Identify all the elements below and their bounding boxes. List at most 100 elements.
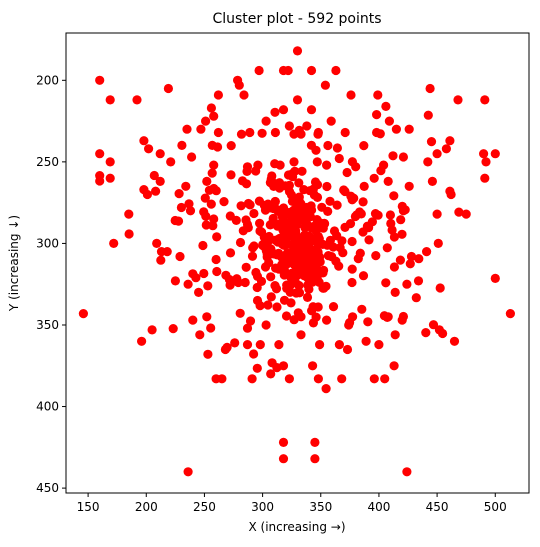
data-point [233, 277, 243, 288]
data-point [287, 196, 297, 206]
data-point [152, 238, 162, 248]
data-point [195, 330, 205, 340]
data-point [359, 141, 369, 151]
data-point [236, 129, 247, 139]
data-point [312, 223, 322, 234]
data-point [201, 116, 211, 126]
data-point [291, 260, 301, 270]
data-point [209, 160, 219, 170]
data-point [274, 248, 284, 258]
data-point [242, 166, 252, 176]
data-point [332, 143, 342, 153]
data-point [348, 312, 358, 322]
data-point [372, 110, 382, 120]
data-point [432, 149, 442, 159]
x-tick-label: 250 [193, 500, 216, 514]
data-point [275, 233, 285, 243]
data-point [177, 140, 187, 150]
data-point [282, 280, 292, 290]
data-point [142, 189, 152, 200]
data-point [340, 127, 350, 138]
data-point [217, 374, 227, 384]
data-point [163, 83, 173, 94]
data-point [225, 280, 235, 290]
data-point [358, 197, 368, 207]
data-point [271, 263, 281, 273]
data-point [182, 124, 192, 134]
data-point [326, 116, 336, 126]
data-point [206, 199, 216, 209]
data-point [247, 374, 257, 384]
data-point [421, 328, 431, 338]
data-point [249, 208, 259, 219]
data-point [398, 152, 408, 162]
data-point [369, 374, 379, 384]
data-point [151, 186, 161, 196]
data-point [295, 210, 305, 220]
data-point [381, 278, 391, 288]
data-point [132, 95, 142, 105]
data-point [310, 177, 321, 187]
data-point [170, 215, 180, 226]
data-point [284, 121, 294, 131]
data-point [308, 361, 318, 371]
data-point [270, 107, 280, 117]
data-point [453, 95, 463, 105]
data-point [383, 176, 393, 186]
data-point [255, 218, 265, 228]
data-point [257, 128, 267, 138]
y-tick-label: 250 [36, 155, 59, 169]
data-point [445, 186, 455, 196]
data-point [422, 247, 432, 257]
data-point [175, 251, 185, 262]
data-point [334, 261, 344, 271]
data-point [198, 240, 208, 251]
data-point [147, 325, 157, 335]
data-point [268, 203, 278, 214]
data-point [306, 201, 316, 211]
data-point [402, 279, 412, 289]
data-point [322, 160, 332, 170]
data-point [490, 273, 500, 283]
data-point [206, 323, 216, 333]
data-point [270, 281, 280, 291]
data-point [376, 166, 386, 176]
data-point [284, 180, 294, 190]
data-point [245, 200, 255, 210]
data-point [385, 210, 395, 220]
data-point [321, 384, 331, 394]
x-tick-label: 300 [251, 500, 274, 514]
data-point [396, 215, 406, 225]
data-point [395, 255, 405, 265]
data-point [297, 241, 307, 251]
x-tick-label: 350 [309, 500, 332, 514]
data-point [78, 309, 88, 319]
data-point [109, 238, 119, 248]
y-axis-ticks: 200 250 300 350 400 450 [36, 73, 66, 495]
data-point [334, 153, 344, 164]
data-point [185, 206, 196, 216]
data-point [310, 454, 320, 464]
data-point [241, 215, 251, 225]
y-axis-label: Y (increasing ↓) [7, 215, 21, 312]
data-point [358, 227, 368, 237]
data-point [302, 292, 313, 302]
data-point [268, 213, 278, 224]
data-point [423, 110, 433, 120]
data-point [479, 149, 489, 159]
data-point [191, 273, 201, 283]
data-point [261, 320, 271, 330]
data-point [124, 209, 134, 219]
data-point [236, 201, 246, 211]
data-point [240, 277, 250, 288]
data-point [292, 46, 303, 56]
data-point [353, 254, 363, 264]
data-point [213, 127, 223, 138]
data-point [266, 292, 276, 302]
data-point [249, 349, 259, 359]
data-point [279, 295, 290, 305]
data-point [305, 248, 315, 258]
data-point [300, 223, 310, 233]
data-point [284, 374, 294, 384]
data-point [237, 176, 248, 186]
